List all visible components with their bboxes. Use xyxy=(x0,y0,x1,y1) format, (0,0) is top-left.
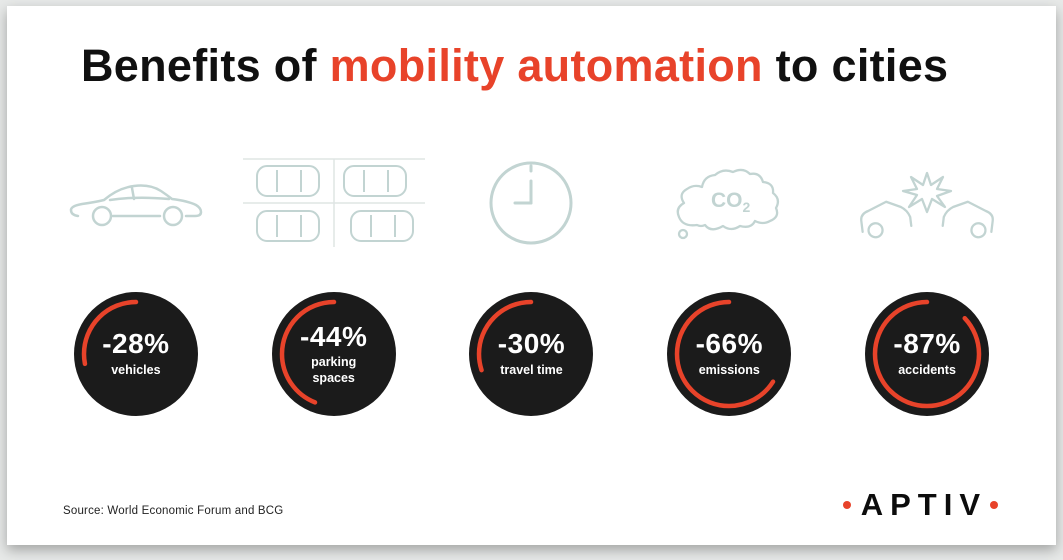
co2-cloud-icon: CO2 xyxy=(667,144,792,262)
stat-value: -66% xyxy=(695,328,763,360)
stat-circle-parking: -44% parking spaces xyxy=(268,288,400,420)
stat-circle-emissions: -66% emissions xyxy=(663,288,795,420)
infographic-card: Benefits of mobility automation to citie… xyxy=(7,6,1056,545)
stat-label: vehicles xyxy=(111,362,161,377)
parking-spaces-icon xyxy=(241,144,427,262)
stat-value: -28% xyxy=(102,328,170,360)
stat-travel-time: -30% travel time xyxy=(433,144,631,420)
stat-label: parking spaces xyxy=(311,355,357,385)
stat-ring xyxy=(865,292,990,416)
stats-row: -28% vehicles xyxy=(37,144,1026,420)
source-attribution: Source: World Economic Forum and BCG xyxy=(63,505,284,517)
stat-circle-vehicles: -28% vehicles xyxy=(70,288,202,420)
stat-text: -66% emissions xyxy=(663,288,795,420)
car-crash-icon-svg xyxy=(860,171,995,239)
stat-parking-spaces: -44% parking spaces xyxy=(235,144,433,420)
stat-text: -44% parking spaces xyxy=(268,288,400,420)
logo-text: APTIV xyxy=(860,487,987,522)
stat-ring xyxy=(73,292,198,416)
title-suffix: to cities xyxy=(762,40,949,91)
car-icon xyxy=(66,144,206,262)
svg-text:CO2: CO2 xyxy=(711,189,751,215)
stat-circle-accidents: -87% accidents xyxy=(861,288,993,420)
stat-text: -87% accidents xyxy=(861,288,993,420)
stat-label: emissions xyxy=(698,362,760,377)
title-highlight: mobility automation xyxy=(329,40,763,91)
stat-circle-travel-time: -30% travel time xyxy=(465,288,597,420)
stat-label: travel time xyxy=(500,362,563,377)
stat-value: -87% xyxy=(893,328,961,360)
stat-accidents: -87% accidents xyxy=(828,144,1026,420)
aptiv-logo: APTIV xyxy=(842,487,998,523)
logo-dot-left xyxy=(842,501,851,509)
clock-icon xyxy=(485,144,577,262)
stat-emissions: CO2 -66% emissions xyxy=(630,144,828,420)
stat-value: -44% xyxy=(300,320,368,352)
stat-text: -28% vehicles xyxy=(70,288,202,420)
co2-cloud-icon-svg: CO2 xyxy=(676,168,779,239)
stat-ring xyxy=(469,292,594,416)
parking-spaces-icon-svg xyxy=(242,158,425,247)
car-icon-svg xyxy=(69,184,203,227)
stat-label: accidents xyxy=(898,362,956,377)
car-crash-icon xyxy=(857,144,997,262)
title-prefix: Benefits of xyxy=(81,40,330,91)
stat-value: -30% xyxy=(497,328,566,360)
stat-ring xyxy=(667,292,792,416)
stat-text: -30% travel time xyxy=(465,288,597,420)
clock-icon-svg xyxy=(489,161,573,245)
logo-dot-right xyxy=(990,501,998,509)
page-title: Benefits of mobility automation to citie… xyxy=(81,40,948,92)
stat-vehicles: -28% vehicles xyxy=(37,144,235,420)
stat-ring xyxy=(271,292,396,416)
